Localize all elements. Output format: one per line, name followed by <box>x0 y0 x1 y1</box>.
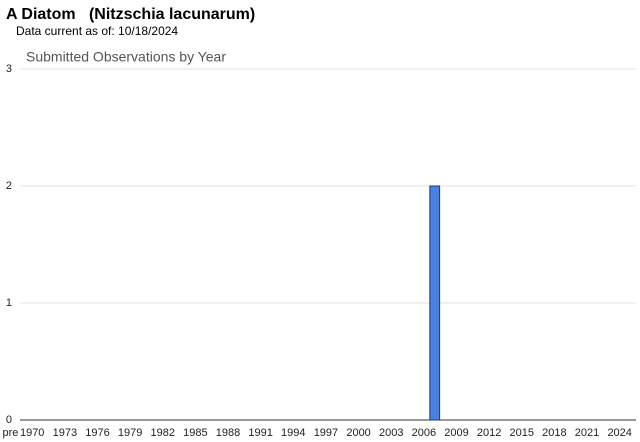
x-tick-label: 2012 <box>477 427 501 439</box>
x-tick-label: 1991 <box>248 427 272 439</box>
x-tick-label: pre <box>2 427 18 439</box>
subtitle: Data current as of: 10/18/2024 <box>16 24 178 38</box>
x-tick-label: 1979 <box>118 427 142 439</box>
y-tick-label: 2 <box>6 180 12 192</box>
x-tick-label: 1982 <box>151 427 175 439</box>
x-tick-label: 1988 <box>216 427 240 439</box>
x-tick-label: 1976 <box>85 427 109 439</box>
x-tick-label: 1985 <box>183 427 207 439</box>
x-tick-label: 1973 <box>53 427 77 439</box>
x-tick-label: 2000 <box>346 427 370 439</box>
chart-title: Submitted Observations by Year <box>26 49 226 65</box>
x-tick-label: 2003 <box>379 427 403 439</box>
x-tick-label: 2015 <box>510 427 534 439</box>
x-tick-label: 2009 <box>444 427 468 439</box>
x-tick-label: 2018 <box>542 427 566 439</box>
bar <box>429 185 441 421</box>
y-tick-label: 0 <box>6 414 12 426</box>
y-tick-label: 3 <box>6 63 12 75</box>
x-tick-label: 1997 <box>314 427 338 439</box>
x-tick-label: 2024 <box>607 427 631 439</box>
x-tick-label: 2021 <box>575 427 599 439</box>
x-tick-label: 1970 <box>20 427 44 439</box>
x-tick-label: 1994 <box>281 427 305 439</box>
x-tick-label: 2006 <box>412 427 436 439</box>
y-tick-label: 1 <box>6 297 12 309</box>
page-title: A Diatom (Nitzschia lacunarum) <box>6 6 255 23</box>
